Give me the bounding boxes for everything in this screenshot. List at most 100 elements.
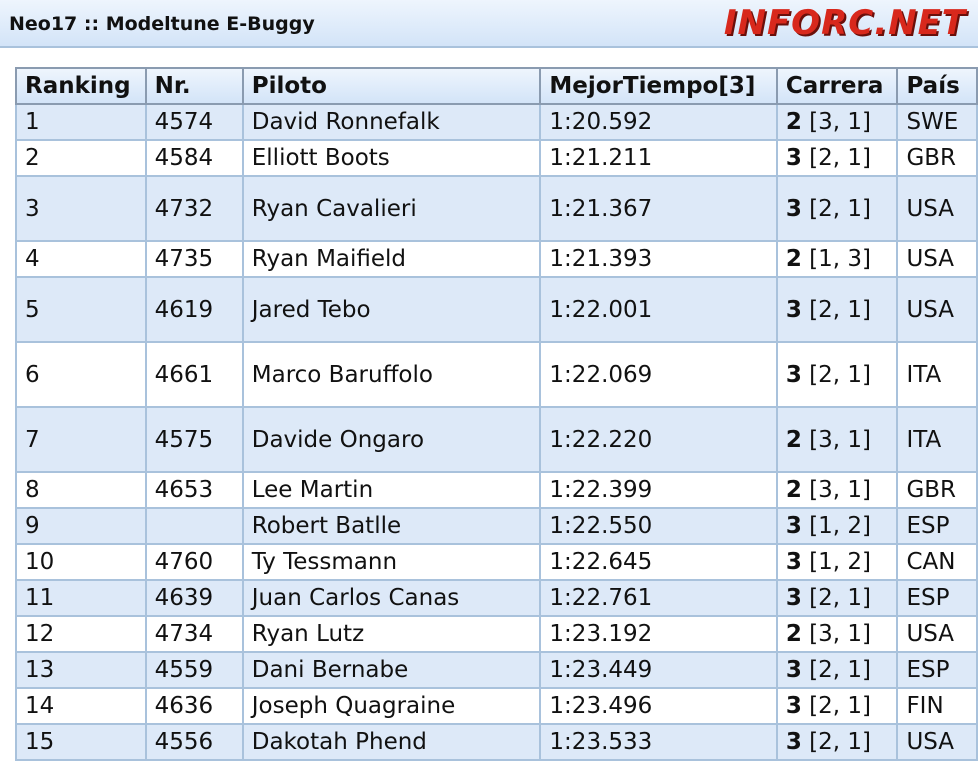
race-number: 3 — [785, 195, 802, 222]
number-cell: 4584 — [144, 139, 244, 177]
race-cell: 2 [3, 1] — [775, 615, 899, 653]
page-header: Neo17 :: Modeltune E-Buggy inforc.net — [0, 0, 978, 48]
rank-cell: 6 — [15, 341, 147, 408]
col-ranking[interactable]: Ranking — [15, 67, 147, 105]
table-row: 1 4574 David Ronnefalk 1:20.592 2 [3, 1] SWE — [15, 103, 978, 141]
pilot-cell: David Ronnefalk — [241, 103, 542, 141]
race-number: 3 — [785, 585, 802, 611]
country-cell: ITA — [896, 406, 978, 473]
pilot-cell: Juan Carlos Canas — [241, 579, 542, 617]
col-mejor-tiempo[interactable]: MejorTiempo[3] — [539, 67, 778, 105]
rank-cell: 4 — [15, 240, 147, 278]
table-row: 11 4639 Juan Carlos Canas 1:22.761 3 [2, 1] E… — [15, 579, 978, 617]
race-number: 2 — [785, 246, 802, 272]
race-number: 3 — [785, 693, 802, 719]
pilot-cell: Ty Tessmann — [241, 543, 542, 581]
number-cell: 4619 — [144, 276, 244, 343]
watermark-logo: inforc.net — [723, 3, 966, 43]
rank-cell: 9 — [15, 507, 147, 545]
race-number: 3 — [785, 513, 802, 539]
pilot-cell: Ryan Lutz — [241, 615, 542, 653]
race-laps: [2, 1] — [809, 729, 871, 755]
table-row: 6 4661 Marco Baruffolo 1:22.069 3 [2, 1] ITA — [15, 341, 978, 408]
time-cell: 1:23.192 — [539, 615, 778, 653]
pilot-cell: Marco Baruffolo — [241, 341, 542, 408]
pilot-cell: Dani Bernabe — [241, 651, 542, 689]
country-cell: USA — [896, 723, 978, 761]
country-cell: USA — [896, 240, 978, 278]
race-laps: [1, 2] — [809, 513, 871, 539]
pilot-cell: Jared Tebo — [241, 276, 542, 343]
race-laps: [2, 1] — [809, 195, 871, 222]
time-cell: 1:22.761 — [539, 579, 778, 617]
country-cell: USA — [896, 276, 978, 343]
race-number: 3 — [785, 657, 802, 683]
col-carrera[interactable]: Carrera — [775, 67, 899, 105]
country-cell: USA — [896, 615, 978, 653]
race-cell: 3 [2, 1] — [775, 651, 899, 689]
table-row: 13 4559 Dani Bernabe 1:23.449 3 [2, 1] ESP — [15, 651, 978, 689]
table-row: 12 4734 Ryan Lutz 1:23.192 2 [3, 1] USA — [15, 615, 978, 653]
race-laps: [3, 1] — [809, 426, 871, 453]
race-cell: 3 [2, 1] — [775, 687, 899, 725]
pilot-cell: Joseph Quagraine — [241, 687, 542, 725]
table-row: 5 4619 Jared Tebo 1:22.001 3 [2, 1] USA — [15, 276, 978, 343]
country-cell: ESP — [896, 651, 978, 689]
number-cell: 4661 — [144, 341, 244, 408]
pilot-cell: Robert Batlle — [241, 507, 542, 545]
table-row: 3 4732 Ryan Cavalieri 1:21.367 3 [2, 1] USA — [15, 175, 978, 242]
col-pais[interactable]: País — [896, 67, 978, 105]
results-table: Ranking Nr. Piloto MejorTiempo[3] Carrer… — [15, 67, 978, 761]
race-number: 3 — [785, 729, 802, 755]
rank-cell: 8 — [15, 471, 147, 509]
table-row: 10 4760 Ty Tessmann 1:22.645 3 [1, 2] CAN — [15, 543, 978, 581]
country-cell: ITA — [896, 341, 978, 408]
col-piloto[interactable]: Piloto — [241, 67, 542, 105]
number-cell: 4653 — [144, 471, 244, 509]
country-cell: CAN — [896, 543, 978, 581]
number-cell: 4556 — [144, 723, 244, 761]
country-cell: GBR — [896, 471, 978, 509]
race-laps: [2, 1] — [809, 657, 871, 683]
race-cell: 3 [2, 1] — [775, 723, 899, 761]
race-number: 3 — [785, 145, 802, 171]
pilot-cell: Ryan Cavalieri — [241, 175, 542, 242]
race-number: 2 — [785, 477, 802, 503]
race-cell: 2 [3, 1] — [775, 471, 899, 509]
time-cell: 1:21.211 — [539, 139, 778, 177]
number-cell: 4639 — [144, 579, 244, 617]
number-cell: 4760 — [144, 543, 244, 581]
race-laps: [2, 1] — [809, 693, 871, 719]
race-cell: 3 [2, 1] — [775, 139, 899, 177]
table-row: 2 4584 Elliott Boots 1:21.211 3 [2, 1] GBR — [15, 139, 978, 177]
rank-cell: 13 — [15, 651, 147, 689]
country-cell: ESP — [896, 579, 978, 617]
race-laps: [3, 1] — [809, 109, 871, 135]
number-cell: 4574 — [144, 103, 244, 141]
race-cell: 3 [2, 1] — [775, 276, 899, 343]
race-cell: 3 [1, 2] — [775, 507, 899, 545]
number-cell: 4559 — [144, 651, 244, 689]
rank-cell: 2 — [15, 139, 147, 177]
rank-cell: 10 — [15, 543, 147, 581]
col-nr[interactable]: Nr. — [144, 67, 244, 105]
country-cell: USA — [896, 175, 978, 242]
rank-cell: 11 — [15, 579, 147, 617]
number-cell: 4735 — [144, 240, 244, 278]
race-number: 3 — [785, 361, 802, 388]
race-cell: 3 [1, 2] — [775, 543, 899, 581]
time-cell: 1:21.393 — [539, 240, 778, 278]
race-number: 3 — [785, 296, 802, 323]
race-number: 2 — [785, 426, 802, 453]
table-row: 14 4636 Joseph Quagraine 1:23.496 3 [2, 1] FI… — [15, 687, 978, 725]
pilot-cell: Dakotah Phend — [241, 723, 542, 761]
table-row: 8 4653 Lee Martin 1:22.399 2 [3, 1] GBR — [15, 471, 978, 509]
country-cell: FIN — [896, 687, 978, 725]
time-cell: 1:23.496 — [539, 687, 778, 725]
race-laps: [2, 1] — [809, 585, 871, 611]
time-cell: 1:23.449 — [539, 651, 778, 689]
race-laps: [2, 1] — [809, 145, 871, 171]
time-cell: 1:22.399 — [539, 471, 778, 509]
pilot-cell: Lee Martin — [241, 471, 542, 509]
table-row: 4 4735 Ryan Maifield 1:21.393 2 [1, 3] USA — [15, 240, 978, 278]
